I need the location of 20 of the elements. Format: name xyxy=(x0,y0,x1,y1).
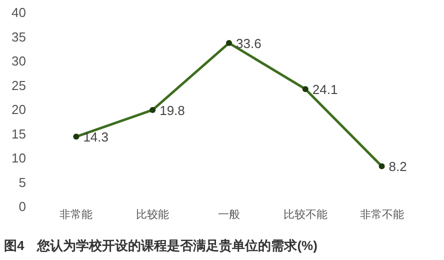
data-label: 8.2 xyxy=(388,159,407,174)
y-tick-label: 15 xyxy=(12,126,26,142)
x-tick-label: 比较能 xyxy=(136,208,170,221)
data-label: 33.6 xyxy=(236,36,262,52)
data-label: 19.8 xyxy=(160,102,185,118)
y-tick-label: 10 xyxy=(12,150,26,166)
text: 图4 您认为学校开设的课程是否满足贵单位的需求(%) xyxy=(4,238,318,253)
x-tick-label: 比较不能 xyxy=(283,208,328,221)
x-tick-label: 一般 xyxy=(218,209,240,221)
data-label: 24.1 xyxy=(312,82,338,98)
y-tick-label: 5 xyxy=(18,174,26,190)
data-label: 14.3 xyxy=(83,130,109,145)
y-tick-label: 25 xyxy=(12,78,26,93)
y-tick-label: 0 xyxy=(18,199,26,214)
y-tick-label: 35 xyxy=(12,29,26,44)
y-tick-label: 40 xyxy=(12,5,26,20)
x-tick-label: 非常能 xyxy=(60,208,93,221)
y-tick-label: 30 xyxy=(12,54,26,68)
x-tick-label: 非常不能 xyxy=(360,208,404,221)
y-tick-label: 20 xyxy=(12,102,26,117)
